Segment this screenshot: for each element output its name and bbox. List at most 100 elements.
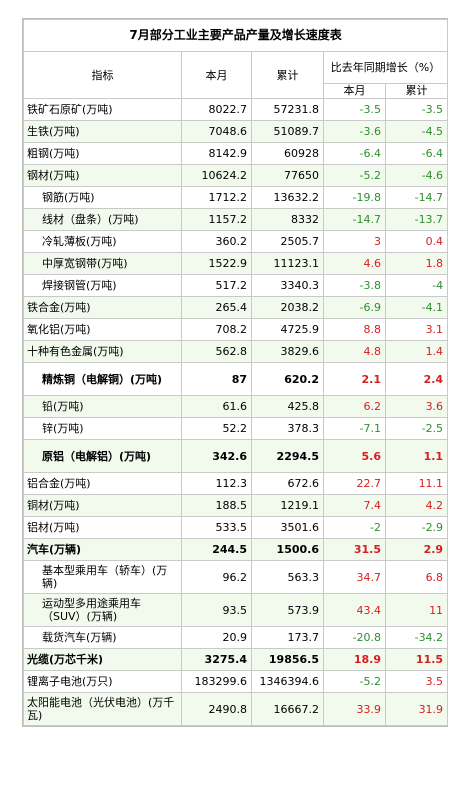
row-cumulative-value: 563.3	[251, 560, 324, 594]
row-growth-month: -5.2	[323, 670, 386, 693]
row-growth-month: 7.4	[323, 494, 386, 517]
row-month-value: 87	[181, 362, 252, 396]
row-growth-cumulative: -3.5	[384, 98, 449, 121]
row-name: 冷轧薄板(万吨)	[23, 230, 182, 253]
row-cumulative-value: 57231.8	[251, 98, 324, 121]
row-cumulative-value: 2294.5	[251, 439, 324, 473]
row-cumulative-value: 60928	[251, 142, 324, 165]
table-row: 氧化铝(万吨) 708.2 4725.9 8.8 3.1	[23, 318, 449, 341]
row-month-value: 188.5	[181, 494, 252, 517]
table-row: 线材（盘条）(万吨) 1157.2 8332 -14.7 -13.7	[23, 208, 449, 231]
row-growth-month: -20.8	[323, 626, 386, 649]
row-name: 精炼铜（电解铜）(万吨)	[23, 362, 182, 396]
row-name: 光缆(万芯千米)	[23, 648, 182, 671]
row-name: 钢材(万吨)	[23, 164, 182, 187]
row-growth-month: 18.9	[323, 648, 386, 671]
production-table-frame: 7月部分工业主要产品产量及增长速度表 指标 本月 累计 比去年同期增长（%） 本…	[22, 18, 449, 727]
row-growth-cumulative: -4.6	[384, 164, 449, 187]
row-cumulative-value: 3829.6	[251, 340, 324, 363]
row-name: 原铝（电解铝）(万吨)	[23, 439, 182, 473]
row-growth-cumulative: -2.5	[384, 417, 449, 440]
header-month: 本月	[181, 51, 252, 99]
row-growth-month: -5.2	[323, 164, 386, 187]
row-name: 钢筋(万吨)	[23, 186, 182, 209]
row-growth-cumulative: 11.5	[384, 648, 449, 671]
table-row: 焊接钢管(万吨) 517.2 3340.3 -3.8 -4	[23, 274, 449, 297]
row-month-value: 265.4	[181, 296, 252, 319]
table-title: 7月部分工业主要产品产量及增长速度表	[22, 19, 449, 52]
row-cumulative-value: 1346394.6	[251, 670, 324, 693]
row-growth-month: 4.6	[323, 252, 386, 275]
row-growth-month: -3.5	[323, 98, 386, 121]
row-cumulative-value: 2038.2	[251, 296, 324, 319]
row-month-value: 360.2	[181, 230, 252, 253]
row-growth-month: 33.9	[323, 692, 386, 726]
row-growth-month: 4.8	[323, 340, 386, 363]
row-growth-cumulative: 3.6	[384, 395, 449, 418]
table-row: 锌(万吨) 52.2 378.3 -7.1 -2.5	[23, 417, 449, 440]
row-growth-cumulative: 1.1	[384, 439, 449, 473]
row-growth-cumulative: -4	[384, 274, 449, 297]
row-growth-cumulative: -6.4	[384, 142, 449, 165]
row-name: 生铁(万吨)	[23, 120, 182, 143]
table-row: 基本型乘用车（轿车）(万辆) 96.2 563.3 34.7 6.8	[23, 560, 449, 594]
row-cumulative-value: 3340.3	[251, 274, 324, 297]
row-growth-month: 3	[323, 230, 386, 253]
row-growth-month: -2	[323, 516, 386, 539]
table-row: 锂离子电池(万只) 183299.6 1346394.6 -5.2 3.5	[23, 670, 449, 693]
row-name: 铁合金(万吨)	[23, 296, 182, 319]
table-row: 铅(万吨) 61.6 425.8 6.2 3.6	[23, 395, 449, 418]
row-month-value: 533.5	[181, 516, 252, 539]
header-cumulative: 累计	[251, 51, 324, 99]
row-cumulative-value: 425.8	[251, 395, 324, 418]
row-name: 铝材(万吨)	[23, 516, 182, 539]
row-cumulative-value: 4725.9	[251, 318, 324, 341]
row-growth-cumulative: 6.8	[384, 560, 449, 594]
row-month-value: 20.9	[181, 626, 252, 649]
row-growth-cumulative: -4.1	[384, 296, 449, 319]
row-growth-cumulative: 1.8	[384, 252, 449, 275]
table-row: 铝合金(万吨) 112.3 672.6 22.7 11.1	[23, 472, 449, 495]
row-growth-month: 2.1	[323, 362, 386, 396]
table-title-row: 7月部分工业主要产品产量及增长速度表	[22, 19, 449, 52]
row-growth-cumulative: 0.4	[384, 230, 449, 253]
row-growth-month: -6.9	[323, 296, 386, 319]
row-month-value: 8142.9	[181, 142, 252, 165]
table-row: 钢筋(万吨) 1712.2 13632.2 -19.8 -14.7	[23, 186, 449, 209]
row-growth-month: -3.6	[323, 120, 386, 143]
row-cumulative-value: 573.9	[251, 593, 324, 627]
row-cumulative-value: 11123.1	[251, 252, 324, 275]
table-row: 精炼铜（电解铜）(万吨) 87 620.2 2.1 2.4	[23, 362, 449, 396]
row-growth-month: -3.8	[323, 274, 386, 297]
row-cumulative-value: 1500.6	[251, 538, 324, 561]
table-row: 原铝（电解铝）(万吨) 342.6 2294.5 5.6 1.1	[23, 439, 449, 473]
row-name: 太阳能电池（光伏电池）(万千瓦)	[23, 692, 182, 726]
row-growth-cumulative: 11.1	[384, 472, 449, 495]
row-growth-cumulative: 4.2	[384, 494, 449, 517]
row-cumulative-value: 1219.1	[251, 494, 324, 517]
row-month-value: 96.2	[181, 560, 252, 594]
row-month-value: 1522.9	[181, 252, 252, 275]
table-row: 铁合金(万吨) 265.4 2038.2 -6.9 -4.1	[23, 296, 449, 319]
row-cumulative-value: 3501.6	[251, 516, 324, 539]
row-growth-cumulative: 2.4	[384, 362, 449, 396]
table-row: 铝材(万吨) 533.5 3501.6 -2 -2.9	[23, 516, 449, 539]
row-growth-cumulative: -13.7	[384, 208, 449, 231]
row-growth-month: 31.5	[323, 538, 386, 561]
row-growth-cumulative: 1.4	[384, 340, 449, 363]
table-row: 光缆(万芯千米) 3275.4 19856.5 18.9 11.5	[23, 648, 449, 671]
row-month-value: 93.5	[181, 593, 252, 627]
row-name: 十种有色金属(万吨)	[23, 340, 182, 363]
row-month-value: 112.3	[181, 472, 252, 495]
row-growth-month: -6.4	[323, 142, 386, 165]
header-growth-cumulative: 累计	[384, 82, 449, 100]
row-growth-month: -14.7	[323, 208, 386, 231]
row-name: 运动型多用途乘用车（SUV）(万辆)	[23, 593, 182, 627]
header-growth: 比去年同期增长（%）	[322, 51, 449, 84]
row-name: 氧化铝(万吨)	[23, 318, 182, 341]
table-row: 太阳能电池（光伏电池）(万千瓦) 2490.8 16667.2 33.9 31.9	[23, 692, 449, 726]
row-name: 锌(万吨)	[23, 417, 182, 440]
row-growth-month: 22.7	[323, 472, 386, 495]
row-name: 铜材(万吨)	[23, 494, 182, 517]
row-cumulative-value: 672.6	[251, 472, 324, 495]
